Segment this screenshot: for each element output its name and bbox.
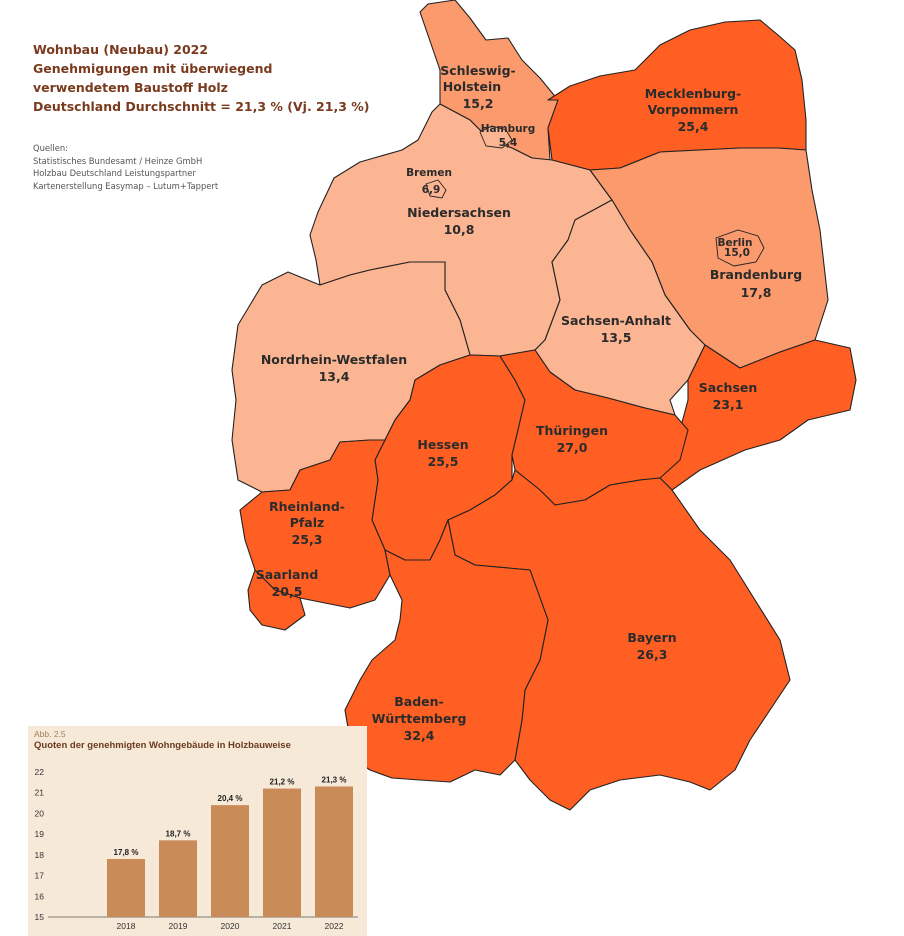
state-value-st: 13,5 bbox=[601, 330, 632, 345]
title-line-3: verwendetem Baustoff Holz bbox=[33, 80, 228, 95]
y-tick-label: 22 bbox=[35, 767, 45, 777]
y-tick-label: 16 bbox=[35, 891, 45, 901]
x-tick-label: 2021 bbox=[273, 921, 292, 931]
state-name-hh: Hamburg bbox=[481, 123, 536, 135]
state-value-sh: 15,2 bbox=[463, 96, 494, 111]
sources-line-1: Statistisches Bundesamt / Heinze GmbH bbox=[33, 155, 203, 166]
title-line-2: Genehmigungen mit überwiegend bbox=[33, 61, 273, 76]
state-region-sl bbox=[247, 569, 306, 631]
bar-data-label: 21,2 % bbox=[270, 778, 295, 787]
state-value-sn: 23,1 bbox=[713, 397, 744, 412]
sources-line-3: Kartenerstellung Easymap – Lutum+Tappert bbox=[33, 180, 219, 191]
bar-chart-inset: 15 16 17 18 19 20 21 22 17,8 % 2018 18,7 % 2019 20,… bbox=[28, 726, 367, 936]
state-name-sn: Sachsen bbox=[699, 380, 758, 395]
sources-heading: Quellen: bbox=[33, 143, 68, 153]
state-name-bb: Brandenburg bbox=[710, 267, 802, 282]
title-line-1: Wohnbau (Neubau) 2022 bbox=[33, 42, 209, 57]
state-name-sl: Saarland bbox=[256, 567, 319, 582]
state-name-he: Hessen bbox=[417, 437, 468, 452]
title-line-4: Deutschland Durchschnitt = 21,3 % (Vj. 2… bbox=[33, 99, 370, 114]
state-value-rp: 25,3 bbox=[292, 532, 323, 547]
state-region-be bbox=[715, 229, 765, 267]
bar-data-label: 18,7 % bbox=[166, 829, 191, 838]
state-region-hh bbox=[479, 125, 513, 149]
state-value-bw: 32,4 bbox=[404, 728, 435, 743]
state-region-bw bbox=[344, 519, 549, 783]
state-name-rp: Rheinland- bbox=[269, 499, 345, 514]
state-value-ni: 10,8 bbox=[444, 222, 475, 237]
state-value-by: 26,3 bbox=[637, 647, 668, 662]
state-name-nw: Nordrhein-Westfalen bbox=[261, 352, 407, 367]
state-value-hh: 5,4 bbox=[499, 137, 518, 149]
state-value-nw: 13,4 bbox=[319, 369, 350, 384]
state-value-be: 15,0 bbox=[724, 247, 750, 259]
x-tick-label: 2020 bbox=[221, 921, 240, 931]
y-tick-label: 17 bbox=[35, 871, 45, 881]
bar-data-label: 17,8 % bbox=[114, 848, 139, 857]
y-tick-label: 20 bbox=[35, 808, 45, 818]
state-region-hb bbox=[425, 179, 447, 199]
state-value-sl: 20,5 bbox=[272, 584, 303, 599]
state-name-line2-mv: Vorpommern bbox=[648, 102, 739, 117]
bar-2022 bbox=[315, 786, 353, 917]
state-name-be: Berlin bbox=[718, 237, 753, 249]
state-name-line2-bw: Württemberg bbox=[372, 711, 467, 726]
bar-2019 bbox=[159, 840, 197, 917]
y-tick-label: 15 bbox=[35, 912, 45, 922]
sources-note: Quellen: Statistisches Bundesamt / Heinz… bbox=[33, 142, 218, 192]
bar-2021 bbox=[263, 788, 301, 917]
figure-label: Abb. 2.5 bbox=[34, 729, 66, 739]
sources-line-2: Holzbau Deutschland Leistungspartner bbox=[33, 168, 196, 178]
state-value-he: 25,5 bbox=[428, 454, 459, 469]
y-tick-label: 19 bbox=[35, 829, 45, 839]
x-tick-label: 2019 bbox=[169, 921, 188, 931]
map-title: Wohnbau (Neubau) 2022 Genehmigungen mit … bbox=[33, 40, 369, 116]
state-value-th: 27,0 bbox=[557, 440, 588, 455]
state-name-line2-rp: Pfalz bbox=[290, 515, 325, 530]
state-name-mv: Mecklenburg- bbox=[645, 86, 741, 101]
y-tick-label: 18 bbox=[35, 850, 45, 860]
x-tick-label: 2018 bbox=[117, 921, 136, 931]
state-name-hb: Bremen bbox=[406, 167, 452, 179]
bar-2018 bbox=[107, 859, 145, 917]
state-name-bw: Baden- bbox=[394, 694, 443, 709]
state-value-hb: 6,9 bbox=[422, 184, 441, 196]
state-name-by: Bayern bbox=[627, 630, 676, 645]
state-name-sh: Schleswig- bbox=[440, 63, 515, 78]
state-name-st: Sachsen-Anhalt bbox=[561, 313, 671, 328]
bar-2020 bbox=[211, 805, 249, 917]
x-tick-label: 2022 bbox=[325, 921, 344, 931]
bar-data-label: 21,3 % bbox=[322, 776, 347, 785]
state-name-line2-sh: Holstein bbox=[443, 79, 501, 94]
state-name-th: Thüringen bbox=[536, 423, 608, 438]
chart-title: Quoten der genehmigten Wohngebäude in Ho… bbox=[34, 740, 291, 751]
state-name-ni: Niedersachsen bbox=[407, 205, 511, 220]
state-value-mv: 25,4 bbox=[678, 119, 709, 134]
state-value-bb: 17,8 bbox=[741, 285, 772, 300]
y-tick-label: 21 bbox=[35, 788, 45, 798]
bar-data-label: 20,4 % bbox=[218, 794, 243, 803]
